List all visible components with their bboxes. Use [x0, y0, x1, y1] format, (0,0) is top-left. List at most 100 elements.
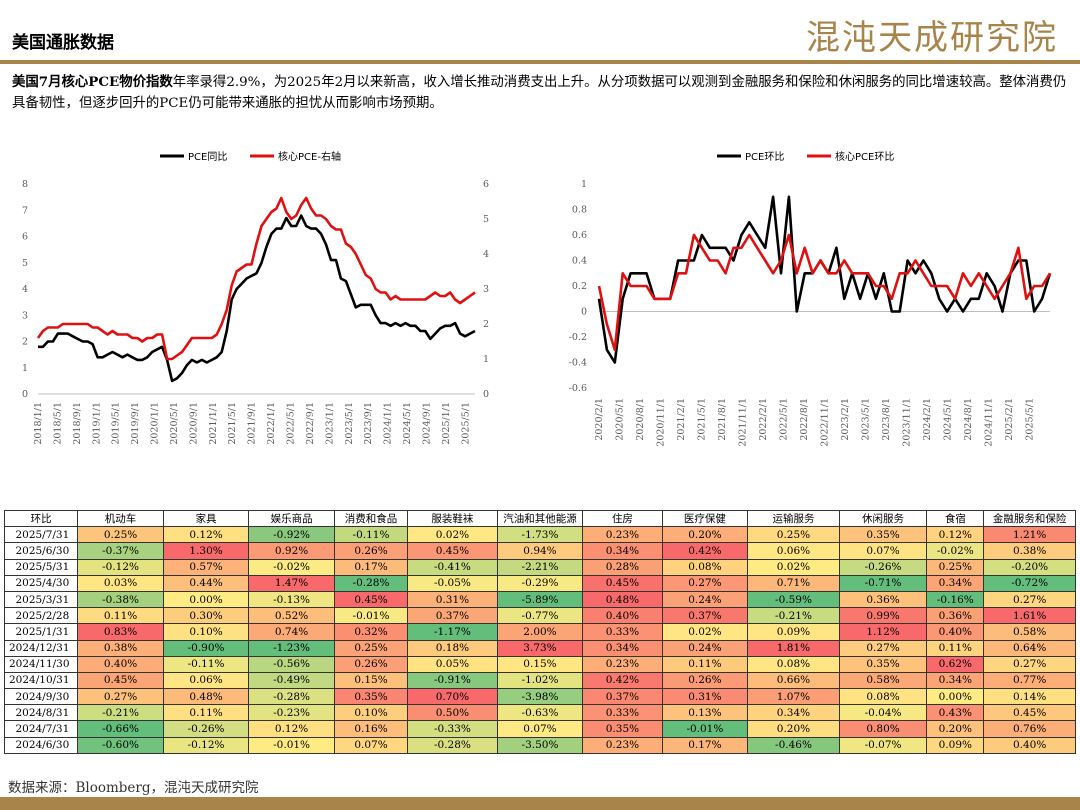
table-value-cell: 3.73% — [496, 639, 584, 657]
table-value-cell: 0.31% — [661, 688, 749, 706]
table-value-cell: 0.02% — [407, 526, 498, 544]
table-value-cell: 0.35% — [333, 688, 409, 706]
x-tick-label: 2024/2/1 — [922, 398, 933, 441]
x-tick-label: 2020/1/1 — [150, 402, 161, 445]
table-header-cell: 休闲服务 — [838, 509, 928, 528]
x-tick-label: 2025/2/1 — [1004, 398, 1015, 441]
table-value-cell: 0.34% — [926, 671, 985, 690]
table-value-cell: 0.18% — [407, 639, 498, 657]
table-value-cell: -0.12% — [162, 736, 250, 754]
row-date-cell: 2024/7/31 — [3, 720, 79, 738]
table-value-cell: 1.30% — [162, 542, 250, 560]
pce-yoy-chart: 0 1 2 3 4 5 6 7 8 0 1 2 3 4 5 6 2018/1/1 2018/5/1 2018/9/1… — [22, 150, 489, 445]
x-tick-label: 2020/5/1 — [615, 398, 626, 441]
table-value-cell: 0.11% — [162, 704, 250, 722]
y-tick-label: 0.4 — [572, 256, 587, 267]
x-tick-label: 2020/11/1 — [656, 398, 667, 447]
row-date-cell: 2025/5/31 — [3, 558, 79, 576]
table-value-cell: 0.27% — [838, 639, 928, 657]
table-row: 2024/8/31 -0.21% 0.11% -0.23% 0.10% 0.50% -0.6… — [3, 704, 1076, 722]
table-value-cell: 0.09% — [747, 623, 840, 641]
y-right-tick-label: 4 — [483, 249, 489, 260]
table-value-cell: 0.17% — [661, 736, 749, 754]
table-row: 2025/4/30 0.03% 0.44% 1.47% -0.28% -0.05% -0.2… — [3, 574, 1076, 592]
y-right-tick-label: 1 — [483, 354, 489, 365]
table-row: 2024/10/31 0.45% 0.06% -0.49% 0.15% -0.91% -1.… — [3, 671, 1076, 690]
summary-bold: 美国7月核心PCE物价指数 — [12, 74, 173, 90]
table-value-cell: 0.10% — [333, 704, 409, 722]
table-header-cell: 住房 — [582, 509, 663, 528]
y-left-tick-label: 3 — [22, 310, 28, 321]
y-tick-label: -0.6 — [569, 383, 587, 394]
table-row: 2024/12/31 0.38% -0.90% -1.23% 0.25% 0.18% 3.7… — [3, 639, 1076, 657]
table-value-cell: 0.44% — [162, 574, 250, 592]
x-tick-label: 2024/5/1 — [402, 402, 413, 445]
table-value-cell: 0.11% — [77, 607, 164, 625]
x-tick-label: 2022/1/1 — [266, 402, 277, 445]
row-date-cell: 2025/6/30 — [3, 542, 79, 560]
table-value-cell: 0.26% — [661, 671, 749, 690]
x-tick-label: 2024/1/1 — [383, 402, 394, 445]
table-value-cell: 0.45% — [983, 704, 1076, 722]
table-value-cell: -0.12% — [77, 558, 164, 576]
table-value-cell: 0.45% — [582, 574, 663, 592]
table-value-cell: 0.20% — [661, 526, 749, 544]
table-value-cell: -0.72% — [983, 574, 1076, 592]
table-value-cell: 0.07% — [333, 736, 409, 754]
table-value-cell: 0.23% — [582, 526, 663, 544]
x-tick-label: 2023/5/1 — [861, 398, 872, 441]
x-tick-label: 2021/9/1 — [247, 402, 258, 445]
table-value-cell: 0.70% — [407, 688, 498, 706]
table-value-cell: 0.71% — [747, 574, 840, 592]
table-value-cell: -0.63% — [496, 704, 584, 722]
series-core-pce-mom-line — [597, 233, 1052, 352]
table-value-cell: 0.12% — [248, 720, 335, 738]
table-header-cell: 医疗保健 — [661, 509, 749, 528]
table-value-cell: 0.58% — [838, 671, 928, 690]
table-value-cell: -0.71% — [838, 574, 928, 592]
row-date-cell: 2025/4/30 — [3, 574, 79, 592]
table-row: 2025/3/31 -0.38% 0.00% -0.13% 0.45% 0.31% -5.8… — [3, 590, 1076, 609]
table-value-cell: -0.60% — [77, 736, 164, 754]
y-left-tick-label: 0 — [22, 389, 28, 400]
row-date-cell: 2024/11/30 — [3, 655, 79, 673]
x-tick-label: 2021/8/1 — [717, 398, 728, 441]
row-date-cell: 2025/1/31 — [3, 623, 79, 641]
x-tick-label: 2022/9/1 — [305, 402, 316, 445]
y-right-tick-label: 2 — [483, 319, 489, 330]
table-value-cell: 0.23% — [582, 736, 663, 754]
x-tick-label: 2024/11/1 — [984, 398, 995, 447]
table-value-cell: 0.25% — [747, 526, 840, 544]
table-row: 2024/9/30 0.27% 0.48% -0.28% 0.35% 0.70% -3.98… — [3, 688, 1076, 706]
table-value-cell: 1.12% — [838, 623, 928, 641]
table-value-cell: 0.06% — [162, 671, 250, 690]
table-value-cell: 0.03% — [77, 574, 164, 592]
table-value-cell: 0.50% — [407, 704, 498, 722]
table-value-cell: 0.38% — [77, 639, 164, 657]
table-value-cell: 0.34% — [582, 639, 663, 657]
x-tick-label: 2021/5/1 — [697, 398, 708, 441]
table-value-cell: 0.08% — [838, 688, 928, 706]
x-tick-label: 2021/1/1 — [208, 402, 219, 445]
x-tick-label: 2023/1/1 — [324, 402, 335, 445]
table-value-cell: -0.77% — [496, 607, 584, 625]
x-tick-label: 2018/1/1 — [33, 402, 44, 445]
x-tick-label: 2021/5/1 — [227, 402, 238, 445]
table-value-cell: 0.35% — [582, 720, 663, 738]
table-value-cell: 0.34% — [747, 704, 840, 722]
footer-bar — [0, 797, 1080, 810]
table-value-cell: 0.31% — [407, 590, 498, 609]
table-value-cell: 0.05% — [407, 655, 498, 673]
legend-label: PCE同比 — [188, 151, 227, 163]
row-date-cell: 2025/7/31 — [3, 526, 79, 544]
table-value-cell: 0.80% — [838, 720, 928, 738]
pce-mom-chart: -0.6 -0.4 -0.2 0 0.2 0.4 0.6 0.8 1 2020/2/1 2020/5… — [569, 150, 1052, 447]
table-value-cell: -0.49% — [248, 671, 335, 690]
x-tick-label: 2025/1/1 — [441, 402, 452, 445]
table-value-cell: 0.26% — [333, 655, 409, 673]
x-tick-label: 2022/11/1 — [820, 398, 831, 447]
table-value-cell: -0.01% — [333, 607, 409, 625]
table-value-cell: -3.50% — [496, 736, 584, 754]
table-value-cell: 0.45% — [333, 590, 409, 609]
table-value-cell: -0.02% — [926, 542, 985, 560]
